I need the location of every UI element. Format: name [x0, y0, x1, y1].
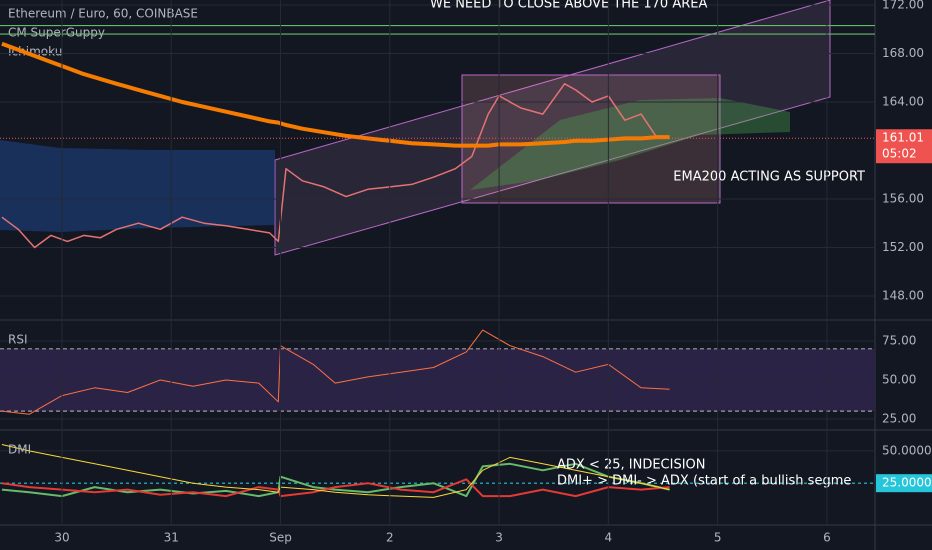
- x-tick-label: 5: [714, 531, 722, 545]
- x-tick-label: 31: [164, 531, 179, 545]
- indicator-label: CM SuperGuppy: [8, 26, 105, 40]
- x-tick-label: Sep: [269, 531, 292, 545]
- series-line: [1, 329, 670, 415]
- y-tick-label: 148.00: [882, 288, 924, 302]
- pane-label: DMI: [8, 443, 31, 457]
- chart-title: Ethereum / Euro, 60, COINBASE: [8, 7, 198, 21]
- pane-label: RSI: [8, 333, 28, 347]
- y-tick-label: 25.00: [882, 411, 916, 425]
- annotation: WE NEED TO CLOSE ABOVE THE 170 AREA: [430, 0, 707, 12]
- drawings: [0, 0, 831, 256]
- y-tick-label: 172.00: [882, 0, 924, 11]
- x-tick-label: 30: [54, 531, 69, 545]
- x-tick-label: 6: [823, 531, 831, 545]
- annotation: ADX < 25, INDECISION: [557, 458, 706, 473]
- series-line: [1, 462, 670, 498]
- series-line: [1, 444, 670, 498]
- annotation: EMA200 ACTING AS SUPPORT: [673, 170, 865, 185]
- guppy-ribbon: [470, 98, 790, 190]
- y-tick-label: 50.00: [882, 372, 916, 386]
- indicator-label: Ichimoku: [8, 45, 62, 59]
- countdown: 05:02: [882, 147, 917, 161]
- series-line: [1, 41, 670, 148]
- x-tick-label: 2: [386, 531, 394, 545]
- y-tick-label: 156.00: [882, 191, 924, 205]
- price-label: 161.01: [882, 131, 924, 145]
- ichimoku-cloud: [0, 140, 275, 232]
- y-tick-label: 168.00: [882, 46, 924, 60]
- x-tick-label: 3: [495, 531, 503, 545]
- annotation: DMI+ > DMI- > ADX (start of a bullish se…: [557, 474, 851, 489]
- series-line: [1, 83, 670, 249]
- y-tick-label: 75.00: [882, 334, 916, 348]
- y-tick-label: 152.00: [882, 240, 924, 254]
- series-line: [1, 478, 670, 498]
- y-tick-label: 164.00: [882, 94, 924, 108]
- y-tick-label: 50.0000: [882, 443, 932, 457]
- level-label: 25.0000: [882, 476, 932, 490]
- price-label-box: [876, 129, 932, 164]
- level-label-box: [876, 474, 932, 493]
- x-tick-label: 4: [605, 531, 613, 545]
